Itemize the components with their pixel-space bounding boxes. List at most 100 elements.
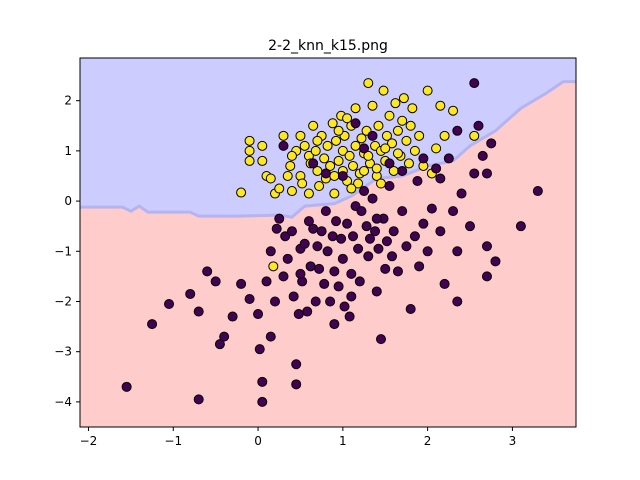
data-point bbox=[316, 226, 327, 237]
data-point bbox=[329, 188, 340, 199]
y-tick-label: 0 bbox=[64, 194, 72, 208]
data-point bbox=[481, 241, 492, 252]
data-point bbox=[448, 206, 459, 217]
data-point bbox=[121, 381, 132, 392]
data-point bbox=[486, 138, 497, 149]
data-point bbox=[286, 186, 297, 197]
data-point bbox=[320, 168, 331, 179]
data-point bbox=[297, 178, 308, 189]
data-point bbox=[371, 213, 382, 224]
data-point bbox=[363, 150, 374, 161]
data-point bbox=[265, 246, 276, 257]
data-point bbox=[439, 130, 450, 141]
data-point bbox=[359, 186, 370, 197]
data-point bbox=[359, 143, 370, 154]
data-point bbox=[409, 231, 420, 242]
data-point bbox=[392, 266, 403, 277]
data-point bbox=[409, 145, 420, 156]
data-point bbox=[288, 291, 299, 302]
data-point bbox=[293, 309, 304, 320]
data-point bbox=[481, 271, 492, 282]
data-point bbox=[312, 135, 323, 146]
data-point bbox=[350, 118, 361, 129]
data-point bbox=[319, 153, 330, 164]
data-point bbox=[392, 125, 403, 136]
plot-area bbox=[80, 58, 576, 427]
data-point bbox=[278, 271, 289, 282]
data-point bbox=[342, 218, 353, 229]
data-point bbox=[431, 163, 442, 174]
data-point bbox=[381, 236, 392, 247]
x-tick-label: 3 bbox=[509, 434, 517, 448]
y-tick-label: −3 bbox=[54, 345, 72, 359]
data-point bbox=[270, 296, 281, 307]
data-point bbox=[384, 181, 395, 192]
data-point bbox=[448, 105, 459, 116]
data-point bbox=[435, 100, 446, 111]
x-tick-label: −2 bbox=[80, 434, 98, 448]
data-point bbox=[344, 311, 355, 322]
data-point bbox=[405, 304, 416, 315]
data-point bbox=[193, 394, 204, 405]
data-point bbox=[371, 286, 382, 297]
data-point bbox=[257, 396, 268, 407]
data-point bbox=[244, 145, 255, 156]
data-point bbox=[346, 268, 357, 279]
data-point bbox=[295, 268, 306, 279]
data-point bbox=[414, 130, 425, 141]
data-point bbox=[384, 110, 395, 121]
data-point bbox=[387, 138, 398, 149]
data-point bbox=[331, 135, 342, 146]
data-point bbox=[481, 168, 492, 179]
data-point bbox=[403, 158, 414, 169]
data-point bbox=[469, 168, 480, 179]
data-point bbox=[439, 278, 450, 289]
data-point bbox=[312, 241, 323, 252]
y-tick-label: −1 bbox=[54, 244, 72, 258]
data-point bbox=[280, 231, 291, 242]
data-point bbox=[305, 261, 316, 272]
data-point bbox=[254, 344, 265, 355]
data-point bbox=[380, 263, 391, 274]
upper-class-region bbox=[80, 58, 576, 218]
data-point bbox=[147, 319, 158, 330]
data-point bbox=[308, 120, 319, 131]
data-point bbox=[329, 170, 340, 181]
data-point bbox=[363, 78, 374, 89]
data-point bbox=[303, 216, 314, 227]
x-tick-label: 0 bbox=[254, 434, 262, 448]
data-point bbox=[344, 150, 355, 161]
data-point bbox=[387, 251, 398, 262]
data-point bbox=[210, 276, 221, 287]
data-point bbox=[291, 359, 302, 370]
data-point bbox=[363, 251, 374, 262]
data-point bbox=[373, 243, 384, 254]
data-point bbox=[282, 170, 293, 181]
y-tick-label: 1 bbox=[64, 144, 72, 158]
data-point bbox=[219, 331, 230, 342]
data-point bbox=[336, 233, 347, 244]
data-point bbox=[333, 281, 344, 292]
data-point bbox=[361, 221, 372, 232]
data-point bbox=[333, 155, 344, 166]
data-point bbox=[202, 266, 213, 277]
data-point bbox=[265, 173, 276, 184]
data-point bbox=[401, 135, 412, 146]
data-point bbox=[327, 231, 338, 242]
data-point bbox=[398, 93, 409, 104]
data-point bbox=[418, 153, 429, 164]
data-point bbox=[435, 173, 446, 184]
data-point bbox=[286, 226, 297, 237]
data-point bbox=[348, 160, 359, 171]
data-point bbox=[353, 243, 364, 254]
y-tick-label: −4 bbox=[54, 395, 72, 409]
data-point bbox=[331, 216, 342, 227]
data-point bbox=[339, 301, 350, 312]
data-point bbox=[337, 253, 348, 264]
data-point bbox=[473, 120, 484, 131]
data-point bbox=[397, 206, 408, 217]
data-point bbox=[422, 246, 433, 257]
data-point bbox=[401, 241, 412, 252]
data-point bbox=[418, 218, 429, 229]
data-point bbox=[354, 276, 365, 287]
